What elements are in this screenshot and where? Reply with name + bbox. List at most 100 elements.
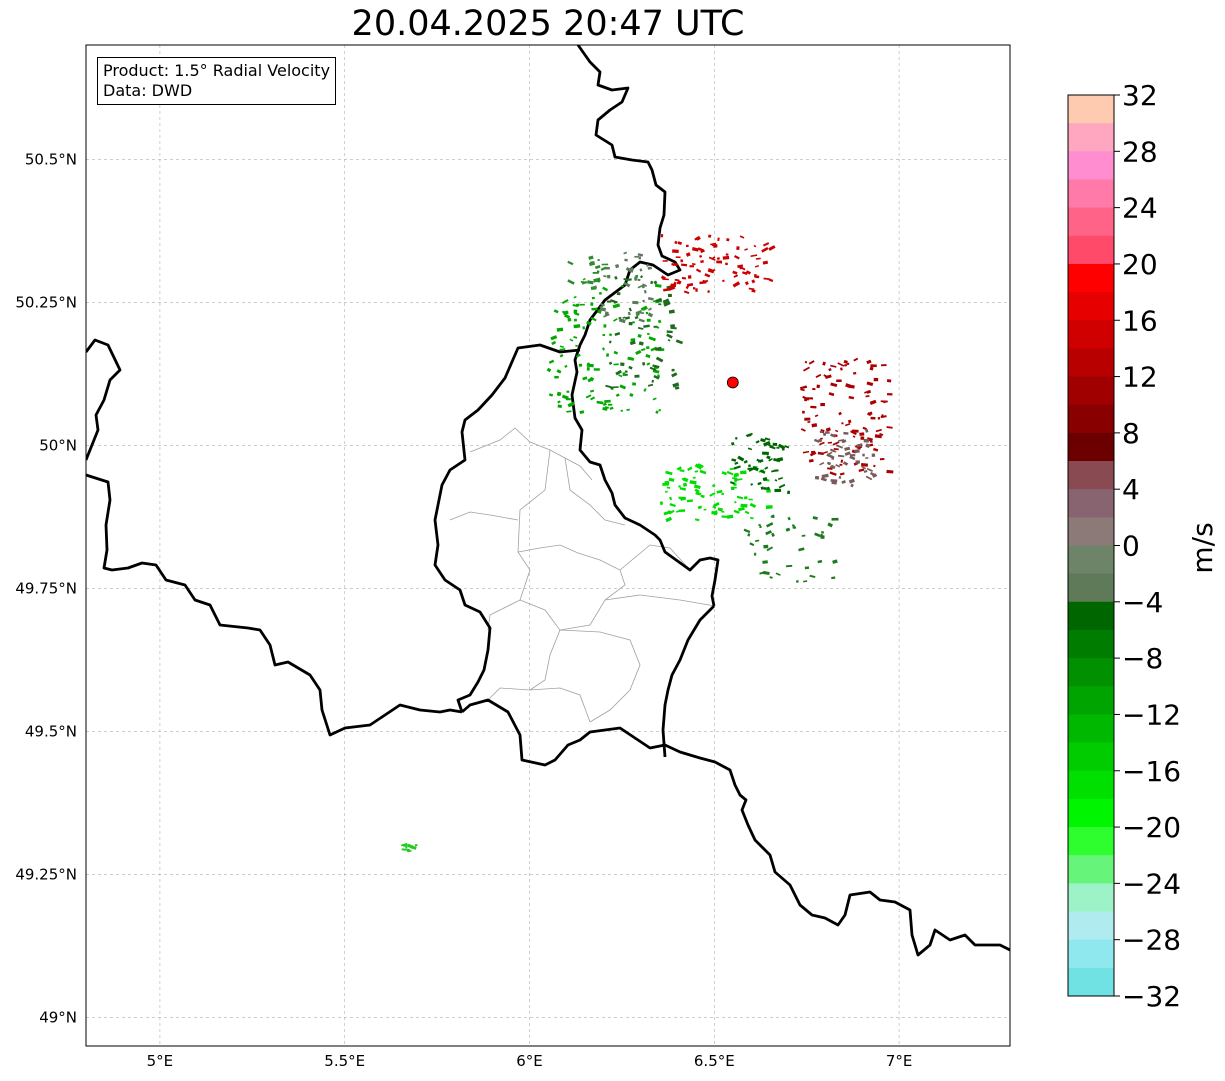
echo-gate [589,376,595,382]
echo-gate [573,324,581,329]
echo-gate [654,346,662,352]
colorbar-segment [1068,207,1114,237]
echo-gate [627,356,635,361]
echo-gate [709,492,716,497]
echo-gate [662,260,668,262]
echo-gate [562,310,569,316]
echo-gate [699,254,703,258]
echo-gate [863,438,870,443]
x-tick-label: 6.5°E [694,1052,735,1070]
echo-gate [749,542,755,547]
country-borders [86,45,1010,957]
plot-frame [85,44,1011,1047]
echo-gate [810,405,817,409]
echo-gate [666,333,673,339]
colorbar-segment [1068,911,1114,941]
echo-gate [662,298,670,304]
echo-gate [654,283,662,288]
echo-gate [670,326,677,330]
canton-boundaries [449,427,716,723]
echo-gate [615,393,620,397]
echo-gate [855,460,860,464]
colorbar-segment [1068,517,1114,546]
echo-gate [671,372,678,378]
echo-gate [817,559,823,564]
colorbar-segment [1068,658,1114,687]
echo-gate [839,472,845,476]
echo-gate [829,471,837,476]
echo-gate [655,356,664,363]
echo-gate [798,547,805,552]
echo-gate [711,483,716,488]
echo-gate [566,410,572,413]
echo-gate [589,389,595,393]
colorbar-segment [1068,432,1114,462]
echo-gate [711,269,716,272]
echo-gate [735,436,738,440]
echo-gate [739,235,745,239]
echo-gate [869,399,877,405]
echo-gate [694,518,700,522]
echo-gate [647,266,652,270]
echo-gate [870,416,876,420]
echo-gate [600,266,607,271]
echo-gate [814,532,821,538]
colorbar-segment [1068,770,1114,800]
echo-gate [686,283,694,287]
echo-gate [870,364,877,368]
echo-gate [803,366,810,372]
colorbar-segment [1068,123,1114,152]
echo-gate [707,268,715,274]
echo-gate [735,478,743,482]
echo-gate [582,277,586,281]
echo-gate [643,324,650,328]
echo-gate [828,368,832,372]
echo-gate [625,373,628,376]
echo-gate [551,340,557,346]
echo-gate [744,281,749,286]
colorbar-tick-label: −16 [1122,755,1181,788]
echo-gate [663,300,671,307]
echo-gate [853,449,860,454]
echo-gate [676,281,681,285]
echo-gate [844,451,851,456]
echo-gate [629,392,634,398]
echo-gate [665,470,673,476]
echo-gate [762,451,769,455]
echo-gate [587,280,594,285]
echo-gate [646,318,651,322]
echo-gate [765,505,773,509]
echo-gate [687,275,692,279]
echo-gate [733,474,737,476]
colorbar-tick-label: 12 [1122,361,1158,394]
echo-gate [637,253,644,257]
echo-gate [640,311,645,314]
echo-gate [717,507,723,512]
echo-gate [612,303,621,309]
echo-gate [612,386,619,389]
echo-gate [607,274,611,279]
echo-gate [848,395,855,400]
echo-gate [569,338,574,342]
echo-gate [803,386,808,389]
echo-gate [667,293,672,298]
colorbar-segment [1068,179,1114,209]
echo-gate [828,392,835,397]
echo-gate [643,289,647,294]
echo-gate [660,234,664,238]
echo-gate [739,266,746,271]
echo-gate [613,350,619,355]
echo-gate [747,447,753,451]
echo-gate [835,463,841,468]
echo-gate [593,277,601,283]
echo-gate [873,447,879,452]
echo-gate [642,283,648,288]
echo-gate [561,394,569,400]
x-axis-ticks: 5°E 5.5°E 6°E 6.5°E 7°E [147,1052,913,1070]
echo-gate [721,515,728,518]
echo-gate [677,241,683,246]
echo-gate [578,363,583,367]
echo-gate [873,377,879,382]
echo-gate [753,552,757,556]
echo-gate [714,510,718,515]
